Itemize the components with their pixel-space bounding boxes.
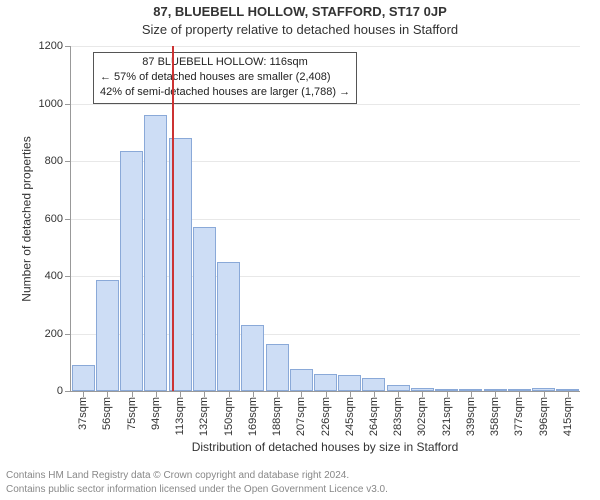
annotation-line: 87 BLUEBELL HOLLOW: 116sqm — [100, 55, 350, 70]
annotation-line: ← 57% of detached houses are smaller (2,… — [100, 70, 350, 85]
annotation-box: 87 BLUEBELL HOLLOW: 116sqm← 57% of detac… — [93, 52, 357, 104]
x-tick-label: 207sqm — [295, 397, 307, 436]
y-tick — [65, 391, 70, 392]
footer-line-1: Contains HM Land Registry data © Crown c… — [6, 469, 594, 483]
x-tick-label: 245sqm — [344, 397, 356, 436]
y-tick — [65, 276, 70, 277]
x-tick-label: 226sqm — [320, 397, 332, 436]
x-tick-label: 302sqm — [416, 397, 428, 436]
histogram-bar — [241, 325, 264, 391]
histogram-bar — [508, 389, 531, 391]
histogram-bar — [362, 378, 385, 391]
y-tick — [65, 334, 70, 335]
x-axis-label: Distribution of detached houses by size … — [70, 440, 580, 454]
histogram-bar — [532, 388, 555, 391]
grid-line — [71, 104, 580, 105]
x-tick-label: 113sqm — [174, 397, 186, 435]
y-tick — [65, 219, 70, 220]
y-axis-label: Number of detached properties — [20, 136, 34, 301]
footer-line-2: Contains public sector information licen… — [6, 483, 594, 497]
histogram-bar — [120, 151, 143, 391]
y-tick — [65, 104, 70, 105]
histogram-plot-area: 87 BLUEBELL HOLLOW: 116sqm← 57% of detac… — [70, 46, 580, 392]
histogram-bar — [556, 389, 579, 391]
histogram-bar — [435, 389, 458, 391]
y-tick-label: 800 — [45, 155, 63, 167]
histogram-bar — [193, 227, 216, 391]
histogram-bar — [96, 280, 119, 391]
y-tick-label: 1000 — [39, 98, 63, 110]
x-tick-label: 339sqm — [465, 397, 477, 436]
y-tick-label: 400 — [45, 270, 63, 282]
x-tick-label: 169sqm — [247, 397, 259, 436]
chart-title: Size of property relative to detached ho… — [0, 22, 600, 37]
histogram-bar — [338, 375, 361, 391]
histogram-bar — [266, 344, 289, 391]
page-address: 87, BLUEBELL HOLLOW, STAFFORD, ST17 0JP — [0, 4, 600, 19]
x-tick-label: 37sqm — [77, 397, 89, 430]
x-tick-label: 377sqm — [513, 397, 525, 436]
histogram-bar — [387, 385, 410, 391]
y-axis-label-container: Number of detached properties — [10, 46, 28, 392]
histogram-bar — [217, 262, 240, 391]
annotation-line: 42% of semi-detached houses are larger (… — [100, 85, 350, 100]
footer-attribution: Contains HM Land Registry data © Crown c… — [6, 469, 594, 496]
histogram-bar — [411, 388, 434, 391]
x-tick-label: 188sqm — [271, 397, 283, 436]
x-tick-label: 132sqm — [198, 397, 210, 436]
x-tick-label: 321sqm — [441, 397, 453, 436]
x-tick-label: 283sqm — [392, 397, 404, 436]
y-tick-label: 0 — [57, 385, 63, 397]
histogram-bar — [72, 365, 95, 391]
x-tick-label: 94sqm — [150, 397, 162, 430]
y-tick-label: 600 — [45, 213, 63, 225]
y-tick-label: 1200 — [39, 40, 63, 52]
x-tick-label: 264sqm — [368, 397, 380, 436]
histogram-bar — [290, 369, 313, 391]
grid-line — [71, 46, 580, 47]
x-tick-label: 396sqm — [538, 397, 550, 436]
x-tick-label: 150sqm — [223, 397, 235, 436]
x-tick-label: 415sqm — [562, 397, 574, 436]
y-tick — [65, 161, 70, 162]
y-tick-label: 200 — [45, 328, 63, 340]
x-tick-label: 56sqm — [101, 397, 113, 430]
histogram-bar — [484, 389, 507, 391]
histogram-bar — [459, 389, 482, 391]
histogram-bar — [314, 374, 337, 391]
y-tick — [65, 46, 70, 47]
x-tick-label: 358sqm — [489, 397, 501, 436]
x-tick-label: 75sqm — [126, 397, 138, 430]
histogram-bar — [144, 115, 167, 391]
property-marker-line — [172, 46, 174, 391]
